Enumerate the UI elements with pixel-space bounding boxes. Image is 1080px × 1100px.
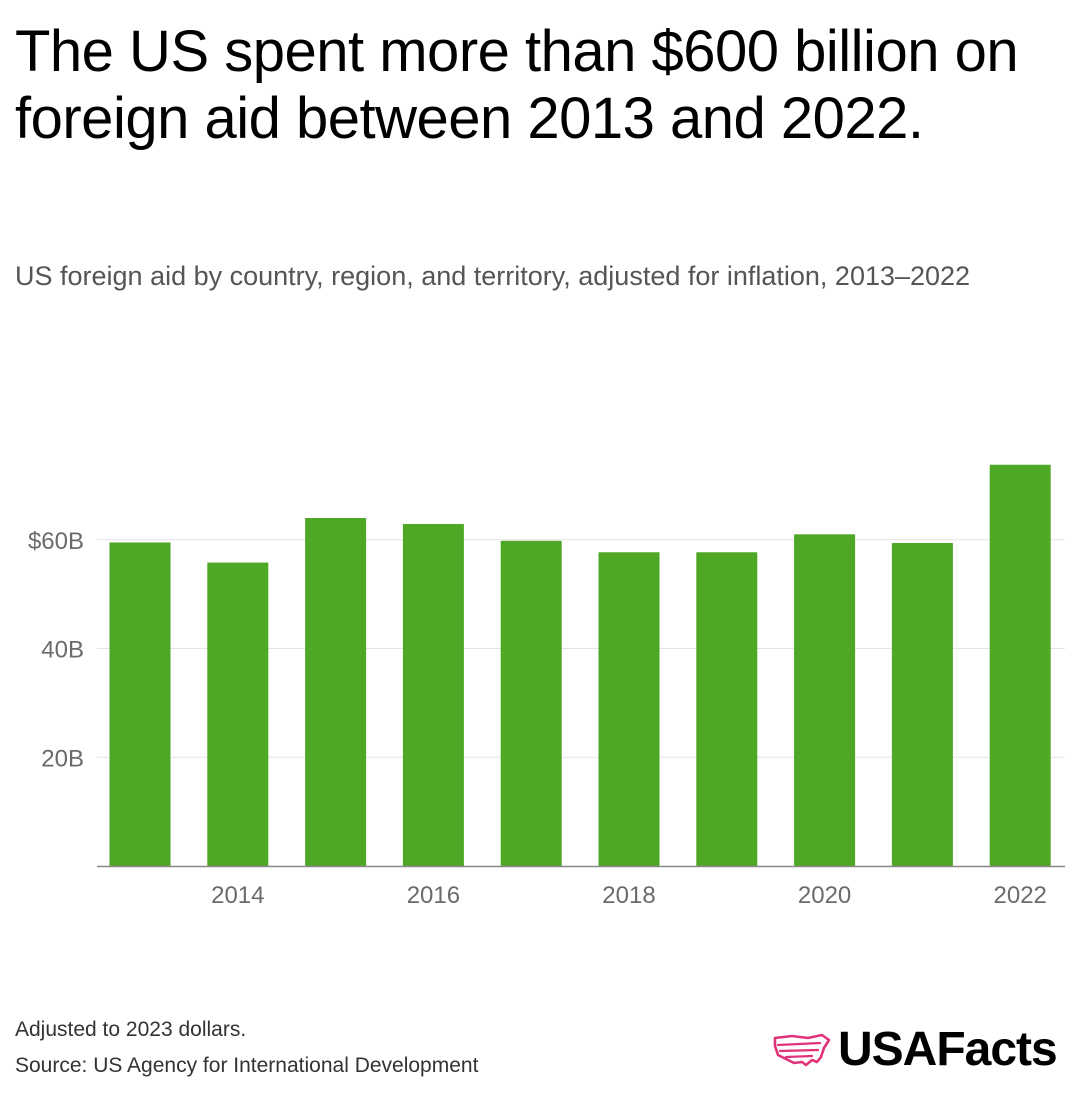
bar-2015[interactable] — [305, 518, 367, 866]
us-map-icon — [773, 1033, 831, 1066]
y-axis-ticks: 20B 40B $60B — [28, 528, 84, 773]
chart-subtitle: US foreign aid by country, region, and t… — [15, 261, 971, 291]
x-tick-label: 2020 — [798, 882, 851, 909]
bar-2021[interactable] — [891, 543, 953, 866]
bar-2017[interactable] — [500, 540, 562, 866]
logo-wordmark: USAFacts — [838, 1023, 1058, 1076]
footnote-source: Source: US Agency for International Deve… — [15, 1054, 479, 1077]
bar-chart: 20B 40B $60B 2014 2016 2018 2020 2022 — [28, 464, 1065, 909]
bar-2014[interactable] — [207, 562, 269, 866]
usafacts-logo: USAFacts — [772, 1022, 1058, 1077]
y-tick-label: 40B — [41, 637, 84, 664]
x-axis-ticks: 2014 2016 2018 2020 2022 — [211, 882, 1047, 909]
bar-2020[interactable] — [794, 534, 856, 866]
bar-2013[interactable] — [109, 542, 171, 866]
footnote-adjustment: Adjusted to 2023 dollars. — [15, 1018, 247, 1041]
bar-2018[interactable] — [598, 552, 660, 866]
bar-2022[interactable] — [989, 464, 1051, 866]
x-tick-label: 2016 — [407, 882, 460, 909]
bars — [109, 464, 1051, 866]
x-tick-label: 2014 — [211, 882, 264, 909]
x-tick-label: 2022 — [994, 882, 1047, 909]
y-tick-label: 20B — [41, 745, 84, 772]
chart-title: The US spent more than $600 billion on f… — [15, 19, 1019, 151]
bar-2016[interactable] — [402, 523, 464, 866]
bar-2019[interactable] — [696, 552, 758, 866]
x-tick-label: 2018 — [602, 882, 655, 909]
y-tick-label: $60B — [28, 528, 84, 555]
